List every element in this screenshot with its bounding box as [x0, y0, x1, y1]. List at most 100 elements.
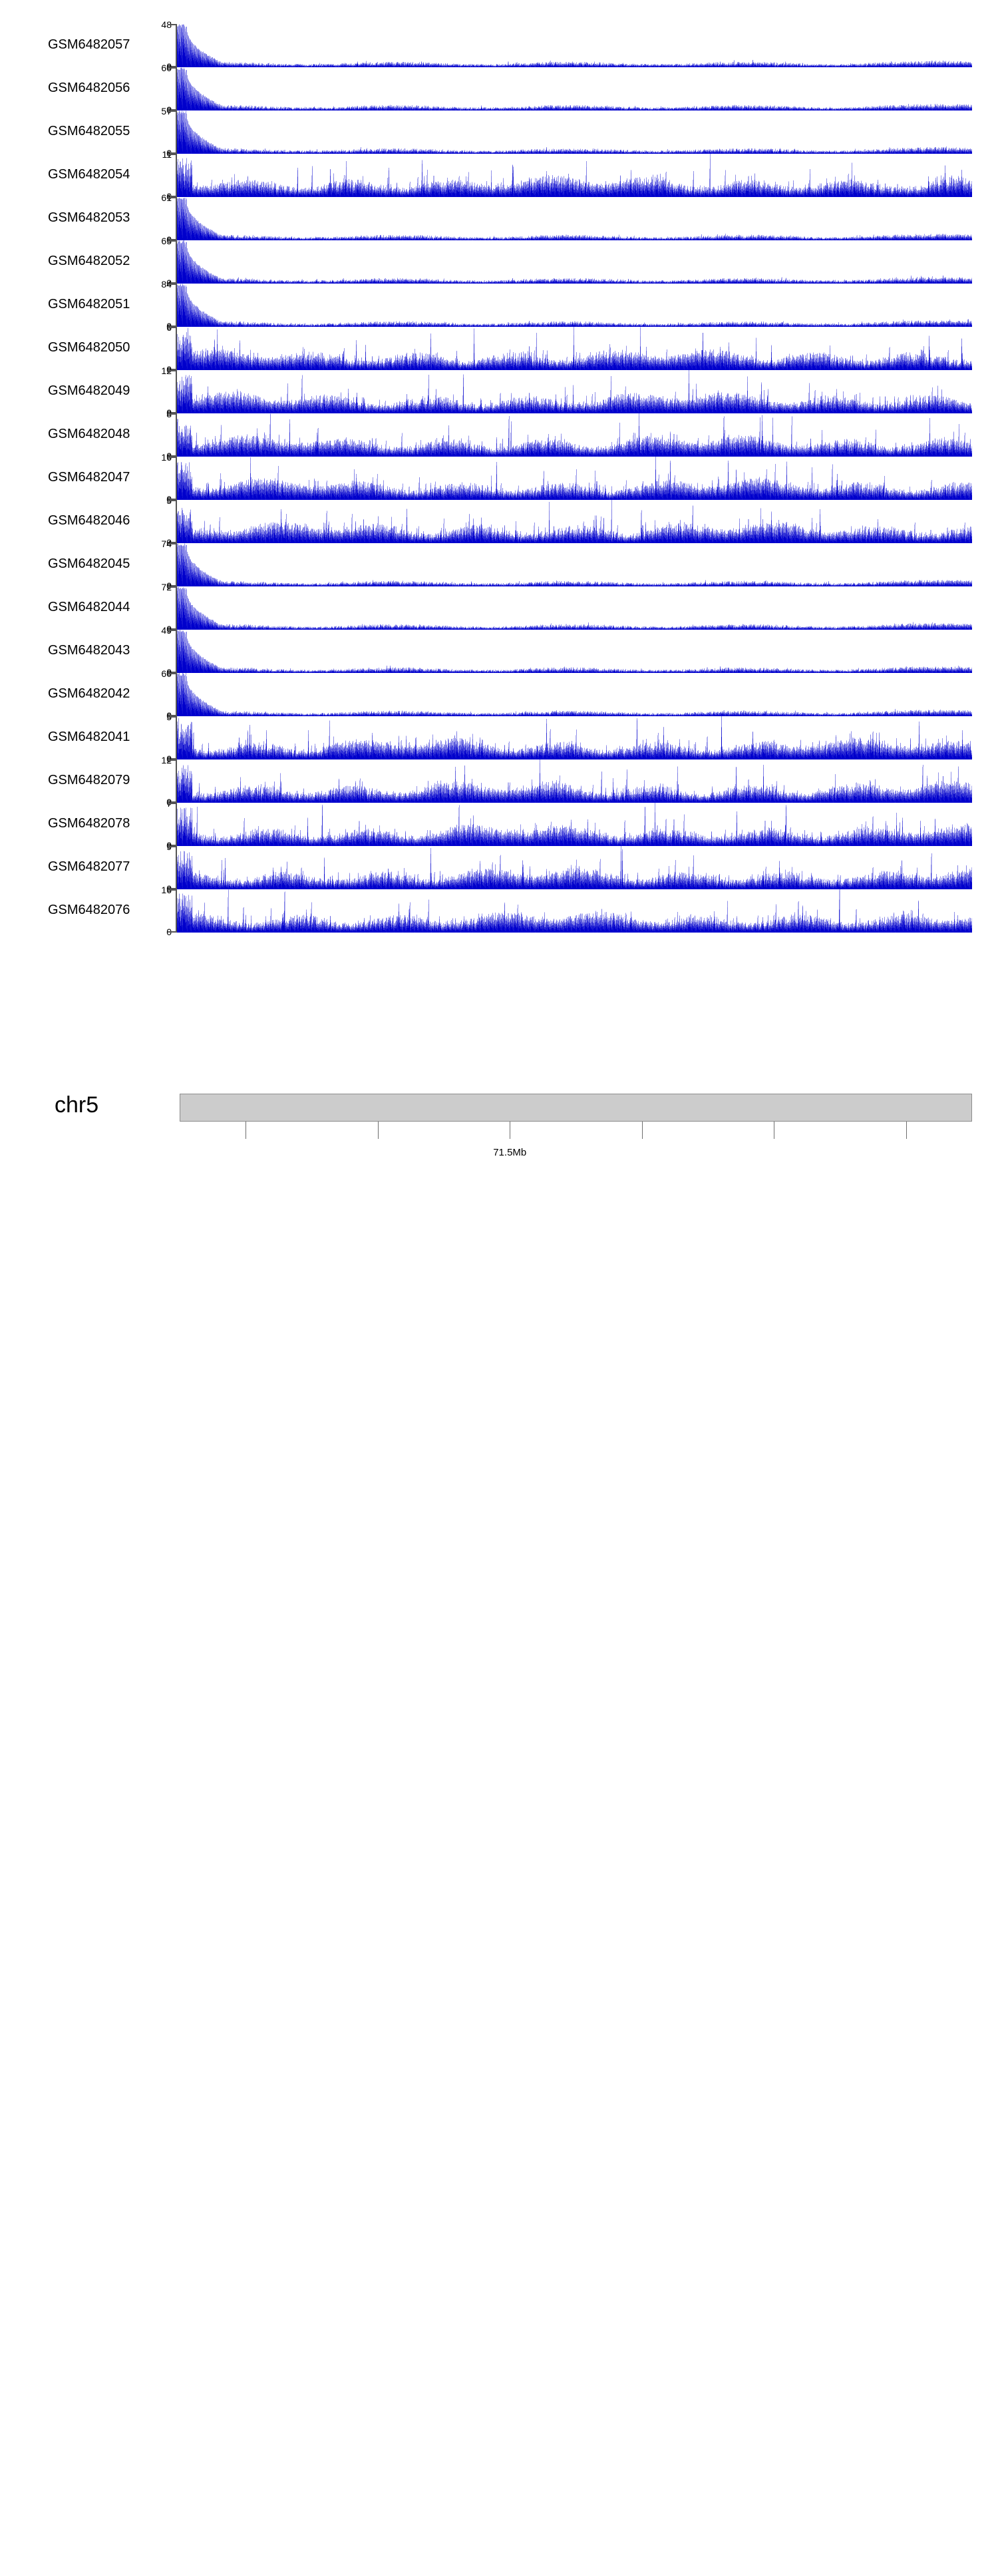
y-axis: 120	[133, 755, 172, 807]
y-axis: 720	[133, 582, 172, 634]
coverage-track: GSM6482056600	[0, 63, 998, 114]
coverage-plot-area[interactable]	[177, 370, 972, 413]
coverage-track: GSM6482055570	[0, 107, 998, 158]
coverage-plot-area[interactable]	[177, 413, 972, 457]
y-axis-spine	[176, 154, 177, 197]
coverage-plot-area[interactable]	[177, 586, 972, 630]
track-sample-label: GSM6482043	[48, 642, 130, 658]
track-sample-label: GSM6482047	[48, 469, 130, 485]
y-axis-spine	[176, 67, 177, 110]
coverage-plot-area[interactable]	[177, 716, 972, 759]
coverage-plot-area[interactable]	[177, 500, 972, 543]
track-sample-label: GSM6482046	[48, 513, 130, 528]
coverage-track: GSM648205060	[0, 323, 998, 374]
y-axis-spine	[176, 457, 177, 500]
coverage-plot-area[interactable]	[177, 630, 972, 673]
y-axis-spine	[176, 284, 177, 327]
coverage-track: GSM6482053610	[0, 193, 998, 244]
track-sample-label: GSM6482079	[48, 772, 130, 787]
coverage-plot-area[interactable]	[177, 154, 972, 197]
y-axis: 70	[133, 799, 172, 850]
coverage-track: GSM6482051840	[0, 280, 998, 331]
coverage-plot-area[interactable]	[177, 110, 972, 154]
track-sample-label: GSM6482042	[48, 686, 130, 701]
y-axis: 600	[133, 63, 172, 114]
y-axis-max-label: 12	[161, 365, 172, 376]
y-axis-tick	[168, 152, 176, 154]
y-axis-tick	[168, 931, 176, 933]
y-axis-tick	[168, 758, 176, 759]
y-axis: 50	[133, 712, 172, 763]
y-axis-tick	[168, 543, 176, 544]
axis-tick-label: 71.5Mb	[493, 1147, 527, 1158]
y-axis-spine	[176, 24, 177, 67]
coverage-plot-area[interactable]	[177, 197, 972, 240]
y-axis-tick	[168, 628, 176, 630]
track-sample-label: GSM6482056	[48, 80, 130, 95]
coverage-plot-area[interactable]	[177, 240, 972, 284]
y-axis-tick	[168, 672, 176, 673]
y-axis-tick	[168, 715, 176, 716]
y-axis: 110	[133, 150, 172, 201]
y-axis-tick	[168, 282, 176, 284]
y-axis-tick	[168, 109, 176, 110]
y-axis-tick	[168, 66, 176, 67]
y-axis-tick	[168, 542, 176, 543]
chromosome-ideogram: chr5 71.5Mb	[0, 1087, 998, 1220]
y-axis: 160	[133, 453, 172, 504]
track-sample-label: GSM6482045	[48, 556, 130, 571]
y-axis: 650	[133, 236, 172, 288]
track-sample-label: GSM6482078	[48, 815, 130, 831]
coverage-plot-area[interactable]	[177, 889, 972, 933]
y-axis-spine	[176, 370, 177, 413]
track-sample-label: GSM6482041	[48, 729, 130, 744]
coverage-plot-area[interactable]	[177, 457, 972, 500]
y-axis-spine	[176, 500, 177, 543]
y-axis-spine	[176, 846, 177, 889]
track-sample-label: GSM6482054	[48, 166, 130, 182]
coverage-plot-area[interactable]	[177, 759, 972, 803]
coverage-plot-area[interactable]	[177, 803, 972, 846]
coverage-plot-area[interactable]	[177, 673, 972, 716]
y-axis-tick	[168, 412, 176, 413]
coverage-plot-area[interactable]	[177, 24, 972, 67]
y-axis-spine	[176, 110, 177, 154]
coverage-plot-area[interactable]	[177, 543, 972, 586]
y-axis-tick	[168, 24, 176, 25]
coverage-track: GSM6482076160	[0, 885, 998, 937]
y-axis-tick	[168, 67, 176, 69]
y-axis-spine	[176, 586, 177, 630]
coverage-plot-area[interactable]	[177, 67, 972, 110]
y-axis-max-label: 12	[161, 755, 172, 765]
y-axis: 600	[133, 669, 172, 720]
y-axis: 570	[133, 107, 172, 158]
y-axis: 60	[133, 323, 172, 374]
y-axis-tick	[168, 284, 176, 285]
coverage-track: GSM648204650	[0, 496, 998, 547]
y-axis-spine	[176, 327, 177, 370]
y-axis-tick	[168, 327, 176, 328]
track-sample-label: GSM6482055	[48, 123, 130, 138]
ideogram-tick	[641, 1122, 643, 1139]
y-axis-spine	[176, 889, 177, 933]
y-axis-tick	[168, 110, 176, 112]
y-axis-spine	[176, 630, 177, 673]
y-axis-tick	[168, 716, 176, 718]
y-axis-tick	[168, 585, 176, 586]
coverage-plot-area[interactable]	[177, 327, 972, 370]
coverage-track: GSM6482057480	[0, 20, 998, 71]
y-axis-tick	[168, 370, 176, 371]
coverage-plot-area[interactable]	[177, 284, 972, 327]
y-axis-tick	[168, 369, 176, 370]
y-axis-tick	[168, 500, 176, 501]
coverage-plot-area[interactable]	[177, 846, 972, 889]
y-axis-spine	[176, 240, 177, 284]
track-sample-label: GSM6482077	[48, 859, 130, 874]
y-axis-spine	[176, 716, 177, 759]
y-axis-tick	[168, 801, 176, 803]
y-axis: 80	[133, 409, 172, 461]
coverage-track: GSM6482049120	[0, 366, 998, 417]
coverage-track: GSM648207870	[0, 799, 998, 850]
chromosome-bar[interactable]	[180, 1094, 972, 1122]
y-axis: 90	[133, 842, 172, 893]
